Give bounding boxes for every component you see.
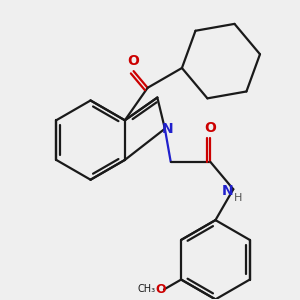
Text: O: O [128, 54, 140, 68]
Text: O: O [204, 121, 216, 135]
Text: N: N [221, 184, 233, 198]
Text: O: O [155, 283, 166, 296]
Text: H: H [234, 193, 242, 203]
Text: CH₃: CH₃ [137, 284, 155, 295]
Text: N: N [162, 122, 174, 136]
